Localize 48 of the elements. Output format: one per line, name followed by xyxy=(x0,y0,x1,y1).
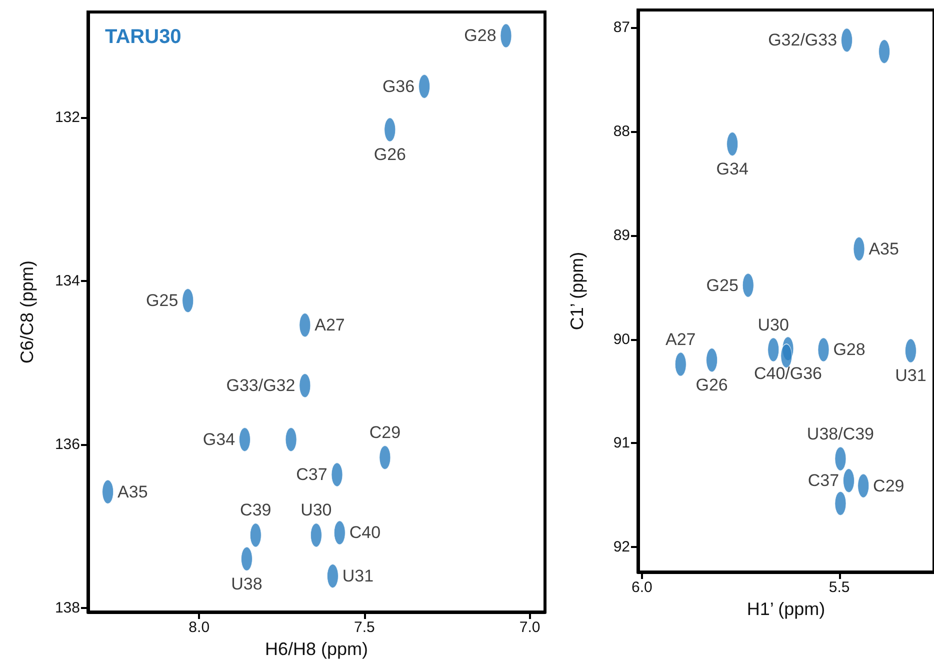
data-label: G26 xyxy=(374,145,406,164)
y-tick-label: 89 xyxy=(613,226,630,244)
data-label: C40/G36 xyxy=(754,364,822,384)
y-axis-title: C6/C8 (ppm) xyxy=(17,260,37,364)
x-tick-label: 8.0 xyxy=(188,619,210,636)
data-label: G26 xyxy=(696,376,728,395)
data-label: C37 xyxy=(296,465,328,484)
text: TARU30 xyxy=(105,26,182,48)
data-label: G32/G33 xyxy=(768,30,838,50)
data-label: A35 xyxy=(868,239,899,258)
data-label: A27 xyxy=(314,316,345,335)
data-label: U30 xyxy=(758,315,789,334)
data-label: C29 xyxy=(369,423,401,442)
data-label: U31 xyxy=(895,366,926,386)
y-tick-label: 90 xyxy=(613,330,630,348)
x-tick-label: 5.5 xyxy=(828,579,850,596)
y-tick-label: 88 xyxy=(613,123,630,140)
data-label: C29 xyxy=(873,476,904,496)
data-label: U30 xyxy=(300,500,332,520)
data-label: G25 xyxy=(706,276,738,295)
y-tick-label: 134 xyxy=(54,272,80,290)
y-tick-label: 92 xyxy=(613,538,630,556)
y-tick-label: 87 xyxy=(613,19,630,36)
data-label: G34 xyxy=(202,430,236,450)
x-tick-label: 7.0 xyxy=(519,619,540,636)
data-label: G33/G32 xyxy=(226,376,296,396)
y-tick-label: 132 xyxy=(54,108,80,126)
x-axis-title: H6/H8 (ppm) xyxy=(264,638,368,659)
data-label: G28 xyxy=(833,340,866,360)
y-tick-label: 138 xyxy=(54,599,80,616)
y-tick-label: 91 xyxy=(613,434,630,452)
data-label: G28 xyxy=(464,26,496,46)
data-label: G34 xyxy=(716,159,748,178)
data-label: A27 xyxy=(666,330,696,349)
x-tick-label: 6.0 xyxy=(632,579,652,596)
data-label: U38/C39 xyxy=(806,424,874,444)
data-label: C40 xyxy=(349,523,381,542)
data-label: C39 xyxy=(240,500,272,520)
data-label: G36 xyxy=(382,76,415,96)
data-label: C37 xyxy=(808,471,840,490)
x-tick-label: 7.5 xyxy=(354,619,375,636)
data-label: A35 xyxy=(118,482,148,502)
data-label: G25 xyxy=(146,291,178,310)
y-tick-label: 136 xyxy=(54,436,80,453)
data-label: U38 xyxy=(231,574,262,594)
x-axis-title: H1’ (ppm) xyxy=(746,598,826,619)
data-label: U31 xyxy=(342,566,374,586)
y-axis-title: C1’ (ppm) xyxy=(567,252,587,330)
